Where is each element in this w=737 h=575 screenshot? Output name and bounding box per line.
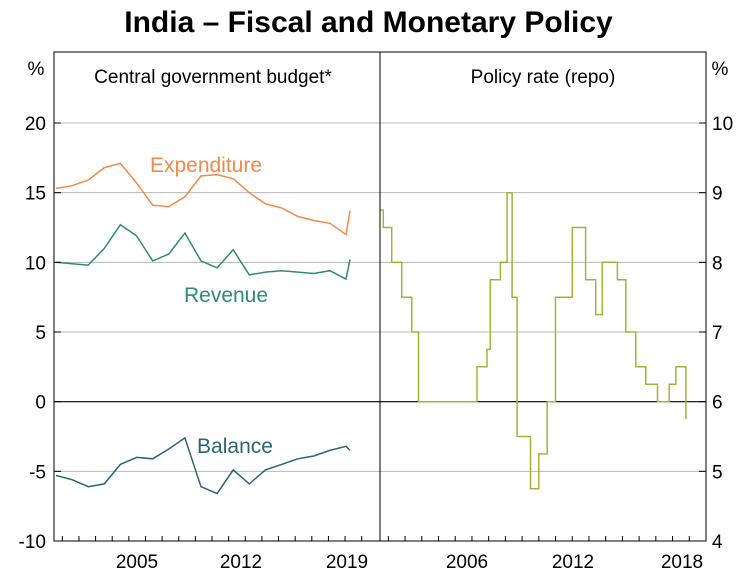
chart-title: India – Fiscal and Monetary Policy	[124, 6, 613, 39]
y-tick-label-right: 7	[712, 323, 723, 344]
y-tick-label-right: 5	[712, 462, 723, 483]
series-label-revenue: Revenue	[184, 284, 268, 307]
series-label-balance: Balance	[197, 435, 273, 458]
y-tick-label-left: 15	[25, 184, 46, 205]
series-line-revenue	[55, 223, 351, 281]
series-line-balance	[55, 436, 351, 495]
x-tick-label-left: 2005	[116, 552, 158, 573]
unit-label-right: %	[712, 59, 729, 80]
y-tick-label-right: 8	[712, 253, 723, 274]
x-tick-label-right: 2012	[552, 552, 594, 573]
chart-frame	[53, 51, 707, 542]
x-tick-label-left: 2012	[220, 552, 262, 573]
y-tick-label-right: 4	[712, 532, 723, 553]
y-tick-label-right: 10	[712, 114, 733, 135]
x-tick-label-right: 2006	[446, 552, 488, 573]
panel-title-left: Central government budget*	[94, 67, 332, 88]
series-line-policy-rate	[380, 191, 687, 490]
y-tick-label-left: 20	[25, 114, 46, 135]
y-tick-label-left: -10	[19, 532, 46, 553]
y-tick-label-left: 0	[35, 393, 46, 414]
y-tick-label-right: 9	[712, 184, 723, 205]
chart-labels: 20 15 10 5 0 -5 -10 10 9 8 7 6 5 4% % Central governmen…	[19, 59, 734, 573]
series-lines	[55, 162, 687, 495]
unit-label-left: %	[28, 59, 45, 80]
series-line-expenditure	[55, 162, 351, 236]
y-tick-label-left: 10	[25, 253, 46, 274]
y-tick-label-right: 6	[712, 393, 723, 414]
x-tick-label-right: 2018	[661, 552, 703, 573]
x-tick-label-left: 2019	[326, 552, 368, 573]
y-tick-label-left: 5	[35, 323, 46, 344]
series-label-expenditure: Expenditure	[150, 154, 262, 177]
panel-title-right: Policy rate (repo)	[471, 67, 616, 88]
y-tick-label-left: -5	[29, 462, 46, 483]
